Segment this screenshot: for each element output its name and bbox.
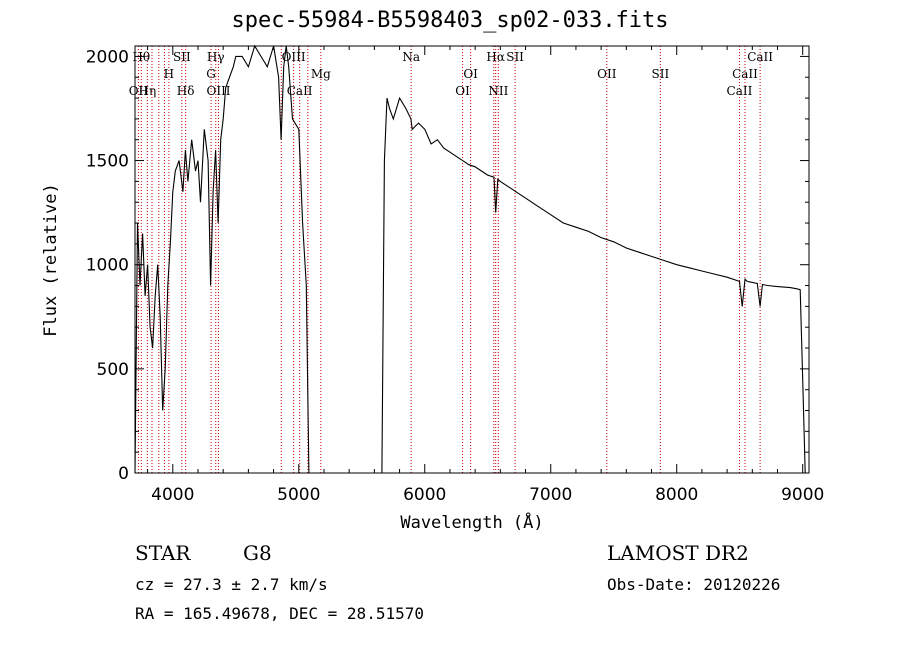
axis-ticks: 4000 5000 6000 7000 8000 9000 0 500 1000 1500 2000 (86, 46, 824, 505)
coordinates: RA = 165.49678, DEC = 28.51570 (135, 604, 424, 623)
marker-label-19: OI (463, 67, 478, 81)
marker-label-2: Hη (139, 84, 157, 98)
marker-label-6: H (164, 67, 174, 81)
x-tick-label-3: 7000 (529, 485, 572, 505)
survey-name: LAMOST DR2 (607, 541, 749, 565)
marker-label-16: Mg (311, 67, 331, 81)
marker-label-7: SII (173, 50, 191, 64)
redshift-text: cz = 27.3 ± 2.7 km/s (135, 575, 328, 594)
marker-label-27: CaII (732, 67, 758, 81)
marker-label-18: OI (455, 84, 470, 98)
y-tick-label-1: 500 (97, 360, 129, 380)
marker-label-14: CaII (287, 84, 313, 98)
obs-date: Obs-Date: 20120226 (607, 575, 781, 594)
chart-title: spec-55984-B5598403_sp02-033.fits (231, 8, 669, 33)
marker-label-25: SII (651, 67, 669, 81)
plot-frame (134, 45, 810, 474)
spectrum-line (134, 44, 806, 474)
marker-label-8: Hδ (177, 84, 195, 98)
y-tick-label-0: 0 (118, 464, 129, 484)
marker-label-0: OII (129, 84, 149, 98)
marker-label-11: OIII (206, 84, 230, 98)
x-axis-label: Wavelength (Å) (400, 511, 543, 533)
marker-label-26: CaII (727, 84, 753, 98)
object-class: STAR (135, 541, 191, 565)
x-tick-label-5: 9000 (781, 485, 824, 505)
marker-label-21: Hα (486, 50, 505, 64)
y-axis-label: Flux (relative) (41, 183, 61, 337)
x-tick-label-0: 4000 (151, 485, 194, 505)
marker-label-10: Hγ (207, 50, 225, 64)
y-tick-label-3: 1500 (86, 152, 129, 172)
x-tick-label-2: 6000 (403, 485, 446, 505)
line-markers (137, 46, 761, 473)
marker-label-1: Hθ (132, 50, 150, 64)
marker-label-23: SII (506, 50, 524, 64)
marker-label-22: NII (488, 84, 508, 98)
spectrum-series (134, 44, 806, 474)
y-tick-label-2: 1000 (86, 256, 129, 276)
marker-label-17: Na (402, 50, 420, 64)
marker-label-28: CaII (747, 50, 773, 64)
object-subclass: G8 (243, 541, 272, 565)
marker-label-9: G (206, 67, 216, 81)
y-tick-label-4: 2000 (86, 47, 129, 67)
x-tick-label-4: 8000 (655, 485, 698, 505)
marker-label-24: OII (597, 67, 617, 81)
marker-label-13: OIII (282, 50, 306, 64)
x-tick-label-1: 5000 (277, 485, 320, 505)
marker-labels: OII Hθ Hη H SII Hδ G Hγ OIII OIII CaII Mg Na OI OI Hα NI… (129, 50, 774, 98)
